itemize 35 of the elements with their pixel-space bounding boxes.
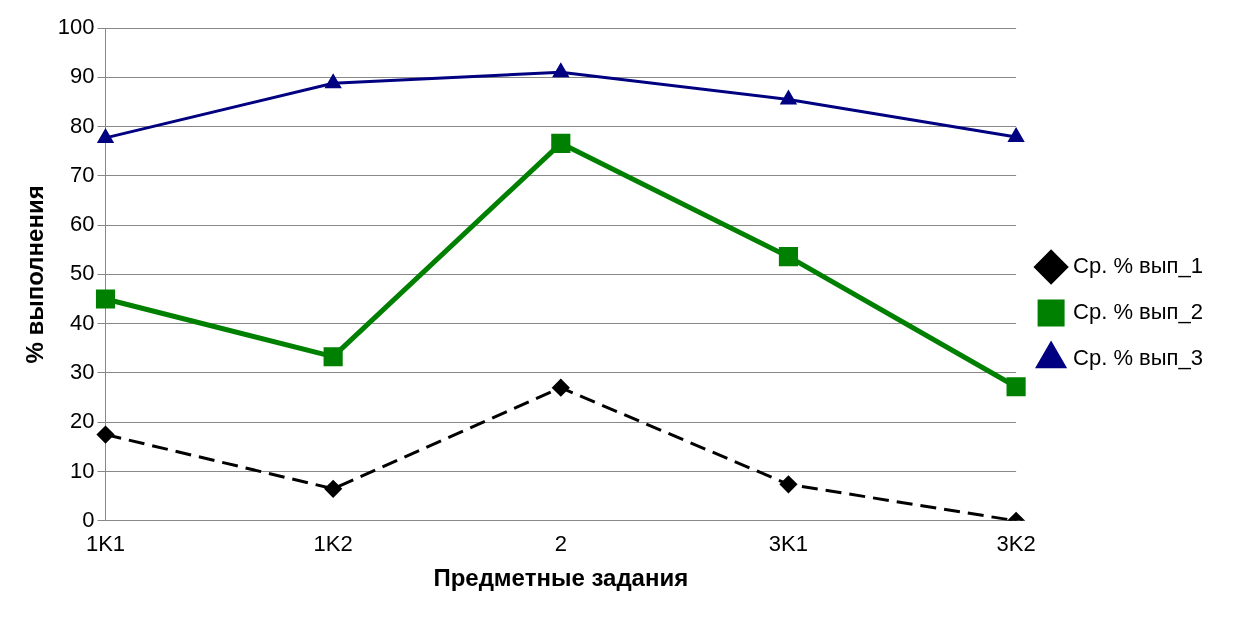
- point: [1006, 377, 1026, 397]
- x-tick-label: 3K2: [996, 531, 1036, 557]
- x-tick-label: 3K1: [768, 531, 809, 557]
- point: [95, 289, 116, 309]
- y-tick-label: 40: [70, 309, 95, 335]
- legend-label: Ср. % вып_1: [1073, 253, 1203, 279]
- point: [778, 247, 799, 267]
- y-axis-title: % выполнения: [21, 185, 49, 364]
- point: [325, 74, 341, 89]
- legend-label: Ср. % вып_3: [1073, 345, 1203, 371]
- legend-label: Ср. % вып_2: [1073, 299, 1203, 325]
- point: [780, 90, 797, 105]
- x-tick-label: 1K1: [85, 531, 126, 557]
- y-tick-label: 30: [70, 359, 95, 385]
- x-axis-title: Предметные задания: [433, 564, 689, 592]
- y-tick-label: 80: [70, 112, 95, 138]
- y-tick-label: 20: [70, 408, 95, 434]
- y-tick-label: 50: [70, 260, 95, 286]
- y-tick-label: 10: [70, 457, 95, 483]
- y-tick-label: 0: [82, 506, 95, 532]
- y-tick-label: 100: [57, 14, 95, 40]
- point: [323, 347, 343, 367]
- y-tick-label: 60: [70, 211, 95, 237]
- y-tick-label: 70: [70, 161, 95, 187]
- point: [1008, 128, 1024, 142]
- point: [779, 475, 797, 493]
- point: [324, 480, 342, 498]
- x-tick-label: 1K2: [313, 531, 353, 557]
- point: [552, 379, 570, 397]
- x-tick-label: 2: [554, 531, 567, 557]
- y-tick-label: 90: [70, 63, 95, 89]
- point: [551, 133, 571, 153]
- point: [97, 426, 115, 444]
- point: [97, 129, 114, 143]
- point: [553, 63, 569, 78]
